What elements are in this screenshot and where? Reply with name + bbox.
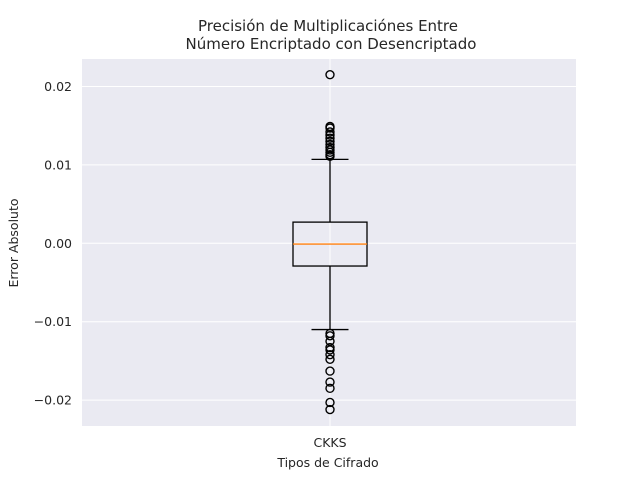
y-axis-label: Error Absoluto [6,198,21,287]
x-axis-label: Tipos de Cifrado [276,455,378,470]
y-tick-label: 0.00 [44,236,72,251]
outlier-point [325,69,335,80]
outlier-point [325,383,335,394]
y-tick-label: −0.01 [34,314,72,329]
outlier-point [325,366,335,376]
x-tick-label: CKKS [313,435,346,450]
y-tick-label: 0.01 [44,157,72,172]
outlier-point [325,404,335,415]
plot-area [82,59,576,426]
outlier-point [325,133,335,143]
outlier-point [325,377,335,387]
outlier-point [325,397,335,408]
outlier-point [325,127,335,137]
outlier-point [325,345,335,355]
grid [82,59,576,426]
outlier-point [325,123,335,133]
y-ticks: 0.02 0.01 0.00 −0.01 −0.02 [34,79,72,408]
outlier-point [325,349,335,360]
y-tick-label: −0.02 [34,393,72,408]
outlier-point [325,151,335,161]
boxes [292,69,368,415]
outlier-point [325,130,335,140]
outlier-point [325,354,335,365]
y-tick-label: 0.02 [44,79,72,94]
chart-title-line-2: Número Encriptado con Desencriptado [186,35,477,53]
outlier-point [325,331,335,341]
chart-title-line-1: Precisión de Multiplicaciónes Entre [198,17,458,35]
x-ticks: CKKS [313,435,346,450]
